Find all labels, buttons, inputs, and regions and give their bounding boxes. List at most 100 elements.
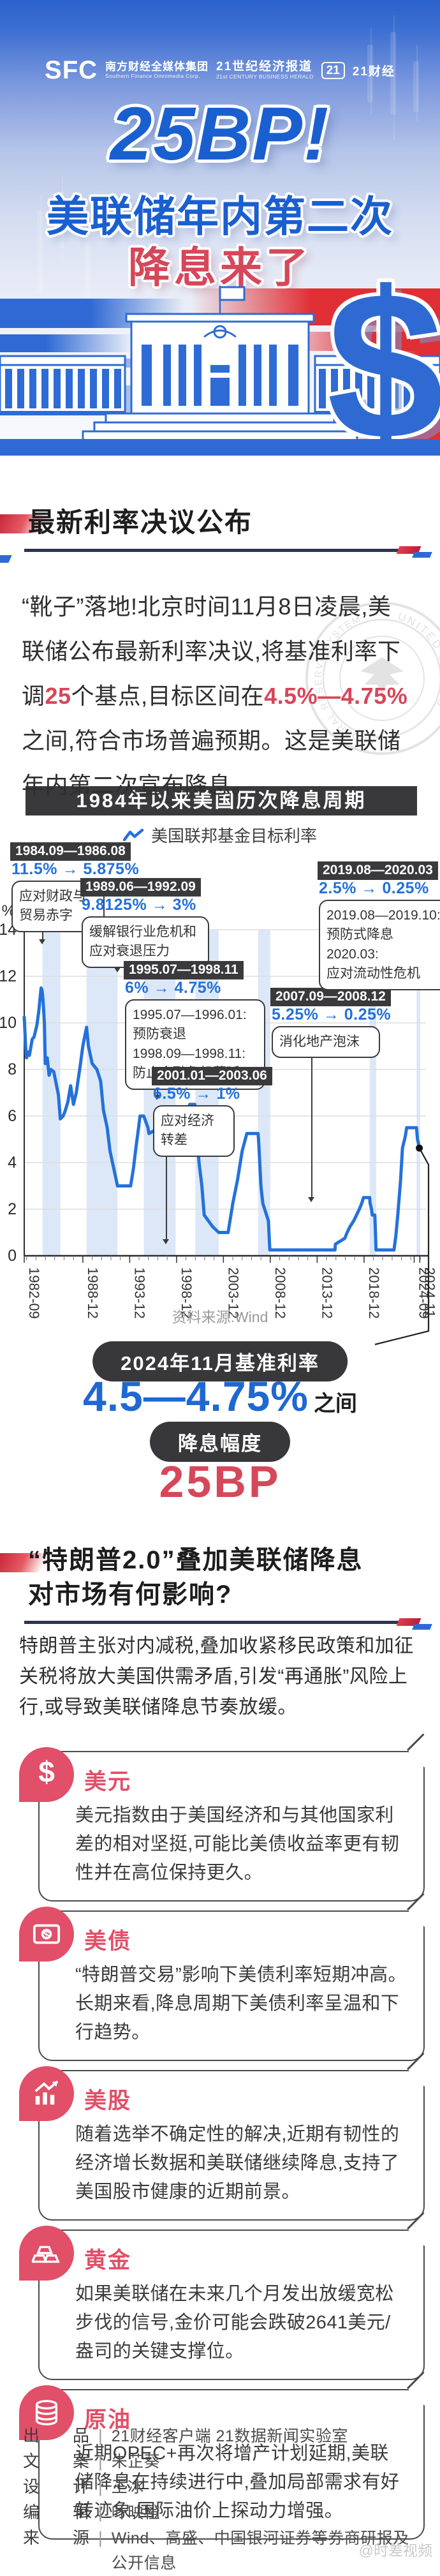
svg-text:4: 4 — [8, 1154, 17, 1172]
paragraph-text: 之间,符合市场普遍预期。这是美联储年内第二次宣布降息。 — [22, 727, 401, 798]
market-card-us-stocks: 美股 随着选举不确定性的解决,近期有韧性的经济增长数据和美联储继续降息,支持了美国… — [19, 2066, 425, 2221]
market-card-usd: $ 美元美元指数由于美国经济和与其他国家利差的相对坚挺,可能比美债收益率更有韧性并… — [19, 1747, 425, 1902]
credit-separator: | — [98, 2503, 103, 2522]
rate-label-pill: 2024年11月基准利率 — [92, 1341, 348, 1381]
rate-value-line: 4.5—4.75% 之间 — [0, 1372, 440, 1420]
card-title: 原油 — [84, 2408, 132, 2432]
section1-heading-block: 最新利率决议公布 — [0, 505, 440, 563]
svg-text:2024-09: 2024-09 — [416, 1267, 432, 1319]
stock-chart-icon — [19, 2066, 74, 2121]
legend-label: 美国联邦基金目标利率 — [150, 826, 317, 845]
folded-corner-decoration — [408, 2230, 425, 2246]
line-series-icon — [122, 828, 144, 841]
credit-value: 朱芷葵 — [111, 2453, 161, 2471]
card-body: 随着选举不确定性的解决,近期有韧性的经济增长数据和美联储继续降息,支持了美国股市… — [75, 2124, 400, 2202]
21-app-badge-icon: 21 — [321, 62, 345, 79]
svg-text:$: $ — [38, 1760, 55, 1789]
gold-bars-icon — [19, 2226, 74, 2281]
sfc-name: 南方财经全媒体集团 Southern Finance Omnimedia Cor… — [105, 61, 209, 80]
chart-title-bar: 1984年以来美国历次降息周期 — [26, 786, 417, 815]
svg-text:资料来源:Wind: 资料来源:Wind — [172, 1309, 268, 1325]
card-body: “特朗普交易”影响下美债利率短期冲高。长期来看,降息周期下美债利率呈温和下行趋势… — [75, 1965, 407, 2043]
highlighted-value: 4.5%—4.75% — [264, 683, 408, 709]
credit-separator: | — [98, 2528, 103, 2547]
21-app-name: 21财经 — [352, 65, 395, 78]
section1-heading: 最新利率决议公布 — [28, 507, 253, 537]
hero-banner: SFC 南方财经全媒体集团 Southern Finance Omnimedia… — [0, 0, 440, 456]
folded-corner-decoration — [408, 2070, 425, 2087]
credit-row: 出品 | 21财经客户端 21数据新闻实验室 — [23, 2423, 422, 2449]
credit-label: 文案 — [23, 2452, 89, 2471]
svg-text:2008-12: 2008-12 — [272, 1267, 288, 1319]
herald-name: 21世纪经济报道 21st CENTURY BUSINESS HERALD — [216, 60, 314, 80]
candlestick-decoration — [367, 28, 373, 114]
svg-text:2018-12: 2018-12 — [366, 1267, 382, 1319]
rate-value: 4.5—4.75% — [83, 1373, 309, 1420]
svg-text:2024-11: 2024-11 — [422, 1267, 437, 1318]
rate-suffix: 之间 — [313, 1392, 357, 1416]
section2-heading-line1: “特朗普2.0”叠加美联储降息 — [28, 1546, 363, 1574]
section2-heading-block: “特朗普2.0”叠加美联储降息 对市场有何影响? — [0, 1543, 440, 1624]
credit-label: 编辑 — [23, 2503, 89, 2522]
folded-corner-decoration — [408, 1751, 425, 1768]
svg-text:10: 10 — [0, 1014, 17, 1032]
fed-funds-rate-chart: 0 2 4 6 8 10 12 14% 1982-09 1988-12 1993-12 1998-12… — [0, 842, 440, 1353]
credit-separator: | — [98, 2452, 103, 2471]
market-card-crude-oil: 原油 近期OPEC+再次将增产计划延期,美联储降息在持续进行中,叠加局部需求有好转… — [19, 2385, 425, 2540]
svg-text:12: 12 — [0, 967, 17, 985]
candlestick-decoration — [390, 15, 396, 140]
paragraph-text: 个基点,目标区间在 — [71, 683, 265, 709]
svg-text:1993-12: 1993-12 — [131, 1267, 147, 1319]
section1-paragraph: “靴子”落地!北京时间11月8日凌晨,美联储公布最新利率决议,将基准利率下调25… — [22, 584, 413, 808]
svg-text:%: % — [2, 902, 15, 919]
candlestick-decoration — [413, 45, 419, 121]
credit-separator: | — [98, 2477, 103, 2496]
credit-value: 21财经客户端 21数据新闻实验室 — [111, 2427, 348, 2445]
hero-title-line3: 降息来了 — [128, 244, 312, 291]
blue-shard-decoration — [0, 555, 12, 563]
svg-text:0: 0 — [8, 1247, 17, 1265]
svg-text:2013-12: 2013-12 — [319, 1267, 335, 1319]
market-card-gold: 黄金 如果美联储在未来几个月发出放缓宽松步伐的信号,金价可能会跌破2641美元/盎… — [19, 2226, 425, 2380]
credit-separator: | — [98, 2426, 103, 2445]
folded-corner-decoration — [408, 1910, 425, 1927]
sfc-logo: SFC — [45, 56, 98, 84]
credit-value: 王冰 — [111, 2478, 144, 2496]
market-card-us-bonds: $ 美债 “特朗普交易”影响下美债利率短期冲高。长期来看,降息周期下美债利率呈温和下… — [19, 1907, 425, 2061]
publisher-logo-row: SFC 南方财经全媒体集团 Southern Finance Omnimedia… — [0, 56, 440, 85]
svg-text:14: 14 — [0, 921, 17, 939]
svg-text:2: 2 — [8, 1200, 17, 1218]
svg-text:$: $ — [43, 1928, 50, 1941]
cut-label-pill: 降息幅度 — [150, 1422, 290, 1462]
hero-title-line2: 美联储年内第二次 — [47, 193, 393, 240]
candlestick-decoration — [59, 175, 64, 261]
dollar-icon: $ — [19, 1747, 74, 1802]
credit-row: 编辑 | 叶映橙 — [23, 2500, 422, 2526]
chart-legend: 美国联邦基金目标利率 — [0, 823, 440, 847]
card-title: 美债 — [84, 1929, 132, 1954]
credit-row: 设计 | 王冰 — [23, 2475, 422, 2500]
svg-text:1988-12: 1988-12 — [85, 1267, 101, 1319]
section2-heading-line2: 对市场有何影响? — [28, 1581, 233, 1609]
svg-text:1998-12: 1998-12 — [179, 1267, 194, 1319]
hero-title-25bp: 25BP! — [110, 92, 330, 176]
heading-rule — [24, 549, 416, 552]
svg-text:8: 8 — [8, 1061, 17, 1078]
credit-value: 叶映橙 — [111, 2504, 161, 2522]
card-title: 美元 — [84, 1769, 132, 1794]
oil-barrel-icon — [19, 2385, 74, 2440]
candlestick-decoration — [37, 194, 43, 318]
blue-streak-decoration — [0, 334, 134, 352]
card-body: 美元指数由于美国经济和与其他国家利差的相对坚挺,可能比美债收益率更有韧性并在高位… — [75, 1805, 400, 1883]
market-impact-cards: $ 美元美元指数由于美国经济和与其他国家利差的相对坚挺,可能比美债收益率更有韧性并… — [19, 1747, 425, 2540]
cut-value-25bp: 25BP — [159, 1457, 281, 1507]
svg-text:6: 6 — [8, 1107, 17, 1125]
credit-label: 来源 — [23, 2528, 89, 2547]
svg-text:2003-12: 2003-12 — [225, 1267, 241, 1319]
dollar-sign-illustration: $ — [326, 248, 440, 456]
hero-bottom-stripe — [0, 439, 440, 456]
card-title: 黄金 — [84, 2248, 132, 2273]
chart-plot: 0 2 4 6 8 10 12 14% 1982-09 1988-12 1993-12 1998-12… — [0, 902, 437, 1346]
candlestick-decoration — [84, 213, 91, 318]
